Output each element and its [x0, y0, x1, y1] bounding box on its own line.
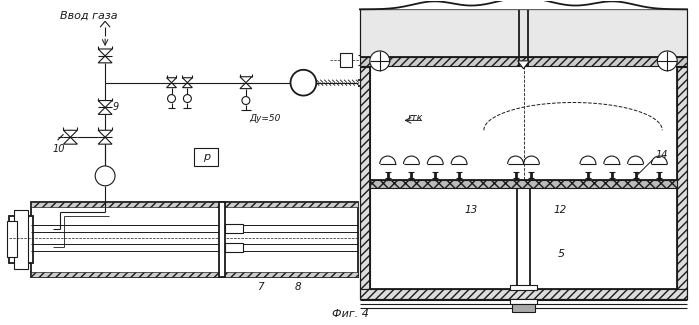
Text: 5: 5 [559, 249, 565, 259]
Bar [9, 215, 33, 263]
Bar [219, 202, 225, 277]
Polygon shape [98, 130, 112, 137]
Bar [31, 202, 358, 207]
Text: 10: 10 [52, 144, 65, 154]
Bar [340, 53, 352, 67]
Bar [31, 202, 358, 277]
Bar [510, 299, 538, 304]
Bar [512, 304, 535, 312]
Text: Ду=50: Ду=50 [249, 114, 280, 123]
Bar [14, 210, 28, 269]
Circle shape [183, 95, 192, 102]
Polygon shape [64, 130, 78, 137]
Bar [225, 243, 243, 252]
Bar [370, 180, 677, 188]
Polygon shape [98, 108, 112, 114]
Circle shape [370, 51, 389, 71]
Polygon shape [64, 137, 78, 144]
Text: Фиг. 4: Фиг. 4 [331, 309, 368, 319]
Text: rтк: rтк [408, 113, 423, 124]
Circle shape [242, 97, 250, 105]
Polygon shape [98, 49, 112, 56]
Text: 7: 7 [257, 282, 264, 292]
Polygon shape [98, 56, 112, 63]
Bar [510, 285, 538, 290]
Circle shape [168, 95, 175, 102]
Polygon shape [182, 83, 192, 88]
Bar [31, 272, 358, 277]
Polygon shape [166, 78, 176, 83]
Text: 13: 13 [464, 205, 477, 214]
Polygon shape [517, 61, 529, 69]
Bar [360, 67, 370, 289]
Bar [360, 9, 687, 57]
Polygon shape [240, 77, 252, 83]
Bar [194, 148, 218, 166]
Text: р: р [203, 152, 210, 162]
Polygon shape [166, 83, 176, 88]
Bar [360, 289, 687, 299]
Bar [225, 225, 243, 233]
Text: 12: 12 [553, 205, 566, 214]
Circle shape [95, 166, 115, 186]
Bar [677, 67, 687, 289]
Polygon shape [240, 83, 252, 89]
Polygon shape [182, 78, 192, 83]
Text: 14: 14 [656, 150, 668, 160]
Text: Ввод газа: Ввод газа [61, 10, 118, 20]
Text: 9: 9 [113, 102, 120, 112]
Text: 8: 8 [295, 282, 302, 292]
Bar [7, 222, 17, 257]
Polygon shape [98, 100, 112, 108]
Bar [360, 57, 687, 66]
Circle shape [657, 51, 677, 71]
Circle shape [291, 70, 316, 96]
Polygon shape [98, 137, 112, 144]
